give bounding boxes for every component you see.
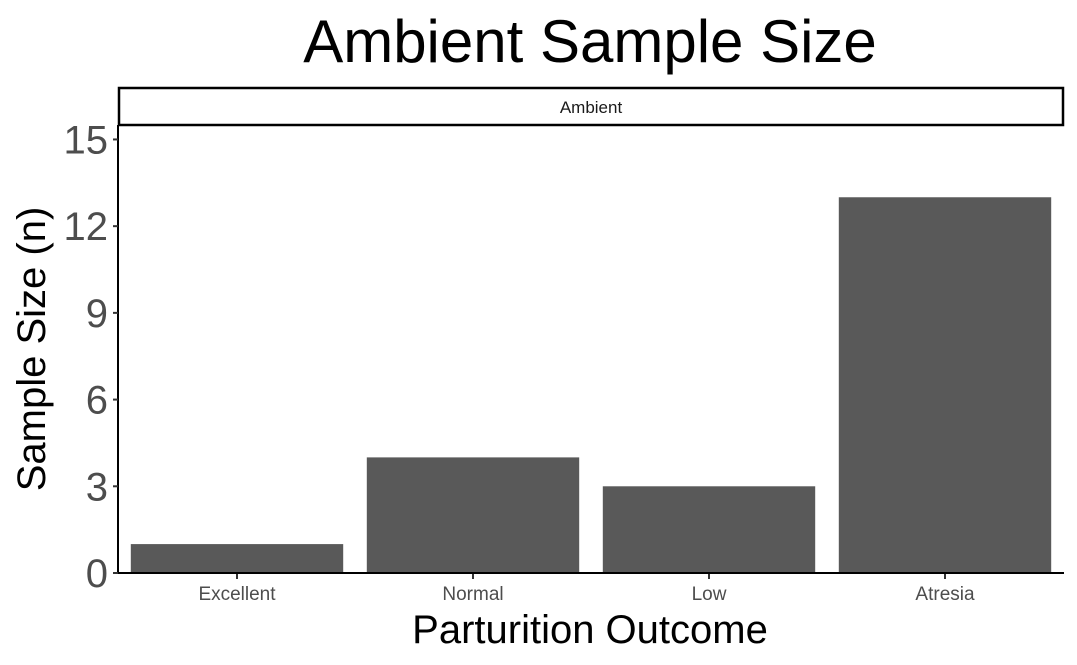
bar-low	[602, 486, 816, 573]
y-tick-label: 9	[86, 292, 108, 336]
facet-strip	[117, 86, 1065, 127]
y-axis-title: Sample Size (n)	[10, 207, 54, 492]
y-tick-label: 15	[64, 118, 109, 162]
bar-excellent	[130, 544, 344, 573]
x-tick-label: Normal	[442, 584, 503, 605]
y-tick-label: 6	[86, 379, 108, 423]
bar-atresia	[838, 197, 1052, 574]
x-tick-label: Atresia	[915, 584, 975, 605]
x-tick-label: Low	[692, 584, 727, 605]
y-axis-ticks: 0 3 6 9 12 15	[64, 118, 118, 596]
x-tick-label: Excellent	[198, 584, 276, 605]
y-tick-label: 0	[86, 552, 108, 596]
facet-strip-label: Ambient	[560, 98, 623, 117]
x-axis-ticks: Excellent Normal Low Atresia	[198, 574, 975, 605]
bars-layer	[130, 197, 1052, 574]
y-tick-label: 12	[64, 205, 109, 249]
x-axis-title: Parturition Outcome	[412, 608, 768, 652]
y-tick-label: 3	[86, 465, 108, 509]
chart-title: Ambient Sample Size	[303, 8, 877, 75]
bar-normal	[366, 457, 580, 573]
